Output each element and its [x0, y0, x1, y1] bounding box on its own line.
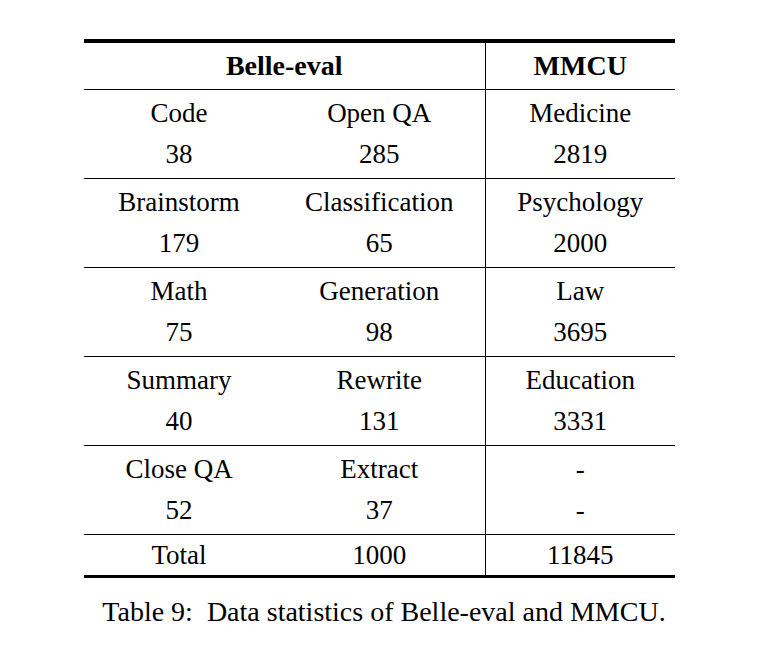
category-count: 40	[84, 401, 274, 446]
category-label: Extract	[274, 446, 485, 491]
table-row: Close QA Extract -	[84, 446, 675, 491]
category-label: Generation	[274, 268, 485, 313]
category-label: Summary	[84, 357, 274, 402]
category-count: -	[485, 490, 675, 535]
category-count: 3695	[485, 312, 675, 357]
category-count: 52	[84, 490, 274, 535]
category-label: Open QA	[274, 90, 485, 135]
category-label: Code	[84, 90, 274, 135]
table-row: 40 131 3331	[84, 401, 675, 446]
total-row: Total 1000 11845	[84, 535, 675, 577]
belle-eval-total: 1000	[274, 535, 485, 577]
mmcu-total: 11845	[485, 535, 675, 577]
category-label: Math	[84, 268, 274, 313]
table-caption: Table 9: Data statistics of Belle-eval a…	[0, 596, 768, 628]
category-count: 38	[84, 134, 274, 179]
category-count: 2819	[485, 134, 675, 179]
category-label: Law	[485, 268, 675, 313]
category-label: Classification	[274, 179, 485, 224]
table-row: Summary Rewrite Education	[84, 357, 675, 402]
category-label: Close QA	[84, 446, 274, 491]
table-row: Code Open QA Medicine	[84, 90, 675, 135]
belle-eval-group-header: Belle-eval	[84, 41, 485, 90]
category-count: 131	[274, 401, 485, 446]
category-count: 3331	[485, 401, 675, 446]
category-count: 65	[274, 223, 485, 268]
category-count: 37	[274, 490, 485, 535]
table-row: 75 98 3695	[84, 312, 675, 357]
table-row: Brainstorm Classification Psychology	[84, 179, 675, 224]
total-label: Total	[84, 535, 274, 577]
category-count: 2000	[485, 223, 675, 268]
category-count: 98	[274, 312, 485, 357]
category-label: Rewrite	[274, 357, 485, 402]
table-row: 38 285 2819	[84, 134, 675, 179]
category-label: Psychology	[485, 179, 675, 224]
category-count: 75	[84, 312, 274, 357]
category-label: -	[485, 446, 675, 491]
category-label: Education	[485, 357, 675, 402]
table-row: 179 65 2000	[84, 223, 675, 268]
data-statistics-table: Belle-eval MMCU Code Open QA Medicine 38…	[84, 39, 675, 578]
category-label: Brainstorm	[84, 179, 274, 224]
mmcu-header: MMCU	[485, 41, 675, 90]
category-label: Medicine	[485, 90, 675, 135]
category-count: 179	[84, 223, 274, 268]
table-row: 52 37 -	[84, 490, 675, 535]
table-header-row: Belle-eval MMCU	[84, 41, 675, 90]
table-row: Math Generation Law	[84, 268, 675, 313]
paper-page: Belle-eval MMCU Code Open QA Medicine 38…	[0, 0, 768, 662]
category-count: 285	[274, 134, 485, 179]
